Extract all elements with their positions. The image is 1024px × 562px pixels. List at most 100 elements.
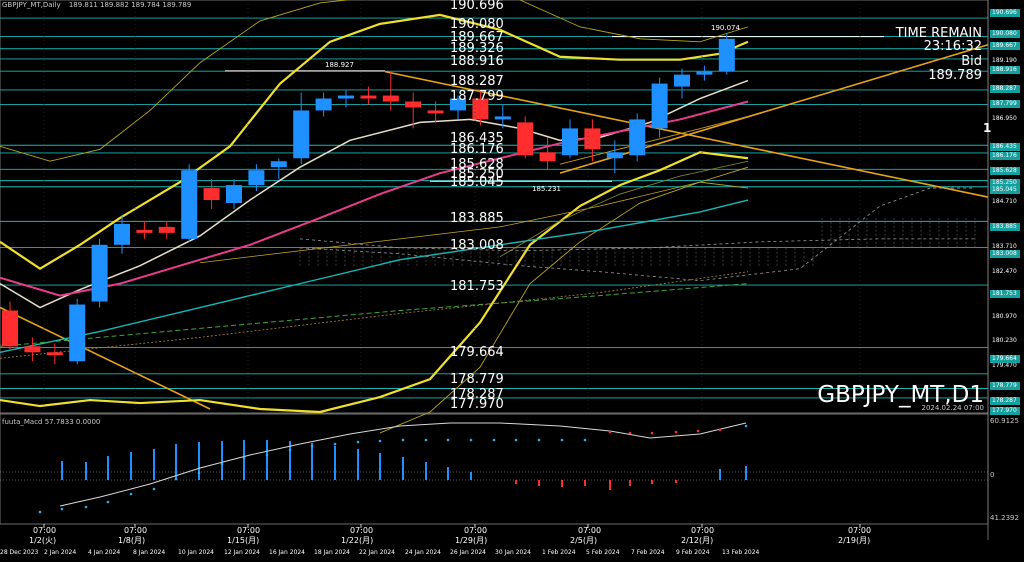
macd-panel-border: [0, 413, 989, 525]
macd-dot: [560, 438, 564, 442]
price-tag: 187.799: [990, 100, 1020, 108]
level-label: 185.250: [450, 167, 504, 182]
level-label: 188.287: [450, 74, 504, 89]
trend-line: [0, 306, 211, 410]
moving-average-long: [0, 199, 749, 353]
macd-dot: [174, 477, 178, 481]
axis-date: 2/19(月): [838, 536, 871, 545]
axis-time: 07:00: [124, 526, 148, 535]
candle: [181, 170, 198, 239]
macd-dot: [718, 428, 722, 432]
macd-dot: [446, 438, 450, 442]
level-label: 178.779: [450, 372, 504, 387]
price-tag: 186.435: [990, 143, 1020, 151]
level-label: 185.628: [450, 157, 504, 172]
macd-dot: [696, 429, 700, 433]
axis-date: 2/12(月): [681, 536, 714, 545]
trend-line: [559, 115, 749, 165]
axis-bottom-date: 4 Jan 2024: [88, 549, 121, 556]
price-tag: 188.287: [990, 85, 1020, 93]
axis-time: 07:00: [578, 526, 602, 535]
macd-dot: [583, 438, 587, 442]
price-tag: 178.287: [990, 397, 1020, 405]
price-tag: 189.190: [992, 57, 1017, 64]
price-tag: 188.916: [990, 66, 1020, 74]
axis-bottom-date: 24 Jan 2024: [405, 549, 441, 556]
axis-bottom-date: 9 Feb 2024: [676, 549, 710, 556]
bollinger-outer: [379, 181, 749, 434]
candle: [293, 110, 310, 159]
candle: [270, 161, 287, 168]
price-tag: 183.008: [990, 250, 1020, 258]
axis-bottom-date: 30 Jan 2024: [495, 549, 531, 556]
price-tag: 177.970: [990, 407, 1020, 415]
candle: [494, 116, 511, 120]
macd-scale-bottom: 41.2392: [990, 514, 1019, 522]
time-remain-label: TIME REMAIN: [895, 26, 982, 41]
macd-dot: [38, 510, 42, 514]
level-label: 185.045: [450, 175, 504, 190]
candle: [114, 223, 130, 245]
candle: [674, 74, 690, 87]
price-tag: 190.080: [990, 30, 1020, 38]
macd-dot: [265, 453, 269, 457]
moving-average-thin: [499, 160, 749, 258]
bid-value: 189.789: [928, 68, 982, 83]
level-label: 183.885: [450, 211, 504, 226]
macd-dot: [242, 456, 246, 460]
time-remain-value: 23:16:32: [923, 39, 982, 54]
axis-bottom-date: 28 Dec 2023: [0, 549, 39, 556]
macd-dot: [424, 438, 428, 442]
moving-average-alt: [0, 271, 749, 359]
macd-dot: [537, 438, 541, 442]
level-label: 178.287: [450, 387, 504, 402]
level-label: 188.916: [450, 54, 504, 69]
axis-time: 07:00: [33, 526, 57, 535]
axis-bottom-date: 7 Feb 2024: [631, 549, 665, 556]
axis-bottom-date: 16 Jan 2024: [269, 549, 305, 556]
axis-bottom-date: 8 Jan 2024: [133, 549, 166, 556]
candle: [405, 101, 422, 108]
macd-dot: [220, 462, 224, 466]
axis-bottom-date: 13 Feb 2024: [722, 549, 760, 556]
low-label: 185.231: [532, 185, 561, 193]
level-label: 183.008: [450, 238, 504, 253]
candle: [382, 95, 399, 102]
macd-dot: [378, 439, 382, 443]
macd-dot: [197, 471, 201, 475]
axis-bottom-date: 2 Jan 2024: [44, 549, 77, 556]
macd-dot: [674, 430, 678, 434]
candle: [248, 170, 265, 186]
candle: [69, 304, 86, 362]
macd-dot: [401, 438, 405, 442]
macd-dot: [106, 500, 110, 504]
candle: [360, 95, 377, 99]
price-tag: 186.950: [992, 115, 1017, 122]
axis-date: 1/22(月): [341, 536, 374, 545]
candle: [472, 98, 489, 120]
axis-bottom-date: 1 Feb 2024: [542, 549, 576, 556]
price-tag: 185.628: [990, 167, 1020, 175]
timestamp: 2024.02.24 07:00: [921, 404, 984, 412]
level-label: 186.435: [450, 131, 504, 146]
level-label: 181.753: [450, 279, 504, 294]
macd-dot: [310, 444, 314, 448]
price-tag: 179.470: [992, 362, 1017, 369]
candle: [651, 83, 668, 129]
axis-bottom-date: 18 Jan 2024: [314, 549, 350, 556]
candle: [718, 38, 735, 72]
axis-date: 1/8(月): [118, 536, 146, 545]
macd-dot: [492, 438, 496, 442]
macd-dot: [152, 487, 156, 491]
bollinger-outer: [0, 0, 351, 162]
candle: [315, 98, 332, 111]
candle: [427, 110, 444, 114]
candle: [584, 128, 601, 150]
axis-time: 07:00: [848, 526, 872, 535]
right-marker: 1: [983, 121, 992, 135]
moving-average-short: [0, 79, 749, 309]
price-tag: 180.970: [992, 313, 1017, 320]
candle: [606, 152, 623, 159]
price-tag: 183.710: [992, 243, 1017, 250]
